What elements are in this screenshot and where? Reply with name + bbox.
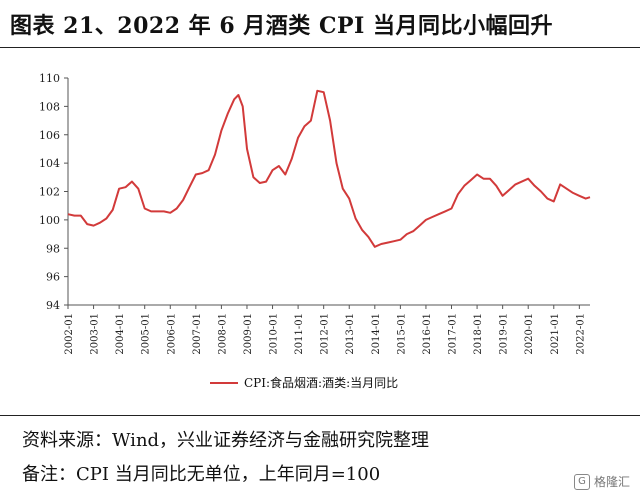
x-tick-label: 2002-01 [64, 313, 75, 355]
x-tick-label: 2007-01 [192, 313, 203, 355]
x-tick-label: 2004-01 [115, 313, 126, 355]
x-tick-label: 2021-01 [550, 313, 561, 355]
x-tick-label: 2010-01 [269, 313, 280, 355]
x-tick-label: 2011-01 [294, 313, 305, 355]
y-tick-label: 98 [46, 242, 60, 255]
x-tick-label: 2016-01 [422, 313, 433, 355]
notes-divider [0, 415, 640, 416]
legend-label: CPI:食品烟酒:酒类:当月同比 [244, 376, 399, 390]
figure-title: 图表 21、2022 年 6 月酒类 CPI 当月同比小幅回升 [10, 13, 553, 39]
y-tick-label: 108 [39, 100, 60, 113]
x-tick-label: 2008-01 [217, 313, 228, 355]
remark-note: 备注：CPI 当月同比无单位，上年同月=100 [22, 464, 381, 485]
title-divider [0, 47, 640, 48]
x-tick-label: 2003-01 [90, 313, 101, 355]
x-tick-label: 2014-01 [371, 313, 382, 355]
watermark: G 格隆汇 [573, 473, 630, 490]
brand-logo-icon: G [573, 473, 590, 490]
x-tick-label: 2015-01 [396, 313, 407, 355]
x-tick-label: 2013-01 [345, 313, 356, 355]
chart-axes [64, 77, 590, 309]
x-tick-label: 2020-01 [524, 313, 535, 355]
source-note: 资料来源：Wind，兴业证券经济与金融研究院整理 [22, 430, 430, 451]
y-tick-label: 106 [39, 129, 60, 142]
y-tick-label: 104 [39, 157, 60, 170]
x-tick-label: 2006-01 [166, 313, 177, 355]
x-tick-label: 2005-01 [141, 313, 152, 355]
series-lines [67, 89, 591, 248]
x-tick-label: 2009-01 [243, 313, 254, 355]
x-tick-label: 2022-01 [575, 313, 586, 355]
x-tick-label: 2017-01 [448, 313, 459, 355]
y-tick-label: 94 [46, 299, 60, 312]
chart-legend: CPI:食品烟酒:酒类:当月同比 [210, 374, 398, 391]
y-axis-tick-labels: 94 96 98 100 102 104 106 108 110 [39, 72, 60, 312]
y-tick-label: 100 [39, 214, 60, 227]
x-tick-label: 2019-01 [499, 313, 510, 355]
legend-swatch [210, 381, 238, 384]
x-tick-label: 2012-01 [320, 313, 331, 355]
watermark-text: 格隆汇 [593, 475, 630, 489]
y-tick-label: 110 [39, 72, 60, 85]
series-line [67, 89, 591, 248]
x-tick-label: 2018-01 [473, 313, 484, 355]
y-tick-label: 102 [39, 186, 60, 199]
y-tick-label: 96 [46, 271, 60, 284]
x-axis-tick-labels: 2002-01 2003-01 2004-01 2005-01 2006-01 2007-… [64, 313, 586, 355]
